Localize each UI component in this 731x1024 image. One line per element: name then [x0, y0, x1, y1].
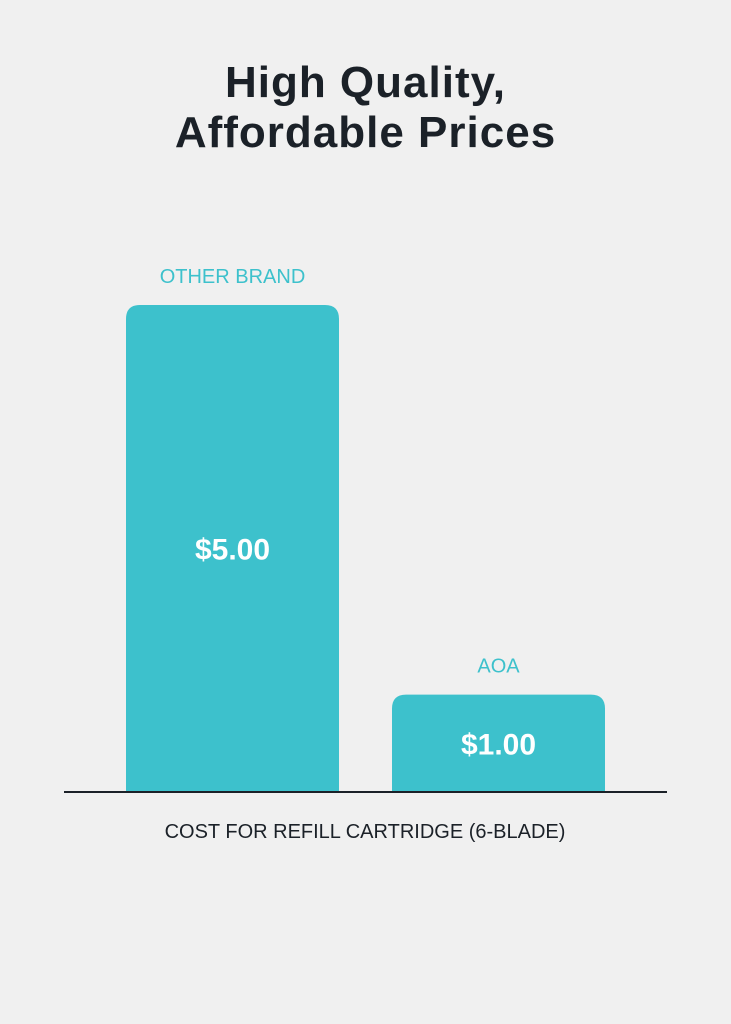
chart-title: High Quality, Affordable Prices — [0, 58, 731, 158]
data-label: $5.00 — [195, 534, 270, 567]
x-axis-label: COST FOR REFILL CARTRIDGE (6-BLADE) — [165, 821, 566, 843]
category-label: AOA — [477, 656, 520, 678]
category-label: OTHER BRAND — [160, 266, 306, 288]
bar-aoa — [392, 694, 605, 792]
chart-title-line-2: Affordable Prices — [174, 108, 557, 157]
data-label: $1.00 — [461, 728, 536, 761]
chart-title-line-1: High Quality, — [224, 58, 507, 107]
bar-other-brand — [126, 305, 339, 792]
